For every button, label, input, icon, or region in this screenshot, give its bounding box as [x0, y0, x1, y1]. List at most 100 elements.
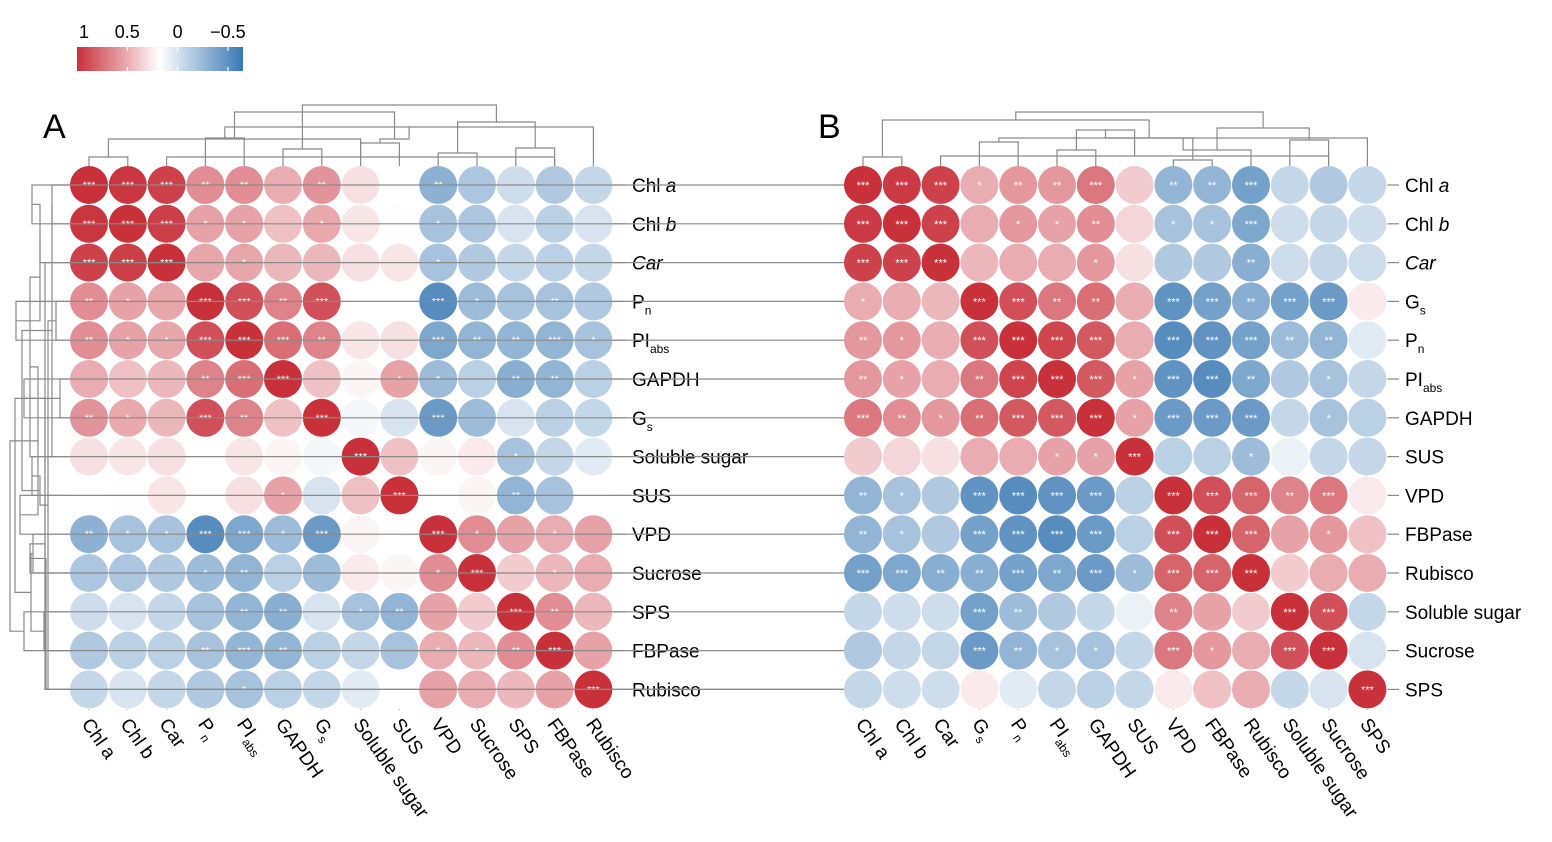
panel-b-cell-soluble-sugar-sus [1115, 592, 1154, 631]
panel-b-cell-gs-pn [999, 282, 1038, 321]
panel-b-cell-soluble-sugar-pn [999, 592, 1038, 631]
panel-a-row-label-vpd: VPD [632, 525, 671, 546]
panel-b-cell-rubisco-vpd [1154, 554, 1193, 592]
panel-b-significance-label: *** [1089, 490, 1103, 502]
panel-a-significance-label: * [514, 452, 519, 464]
panel-b-significance-label: *** [1128, 452, 1142, 464]
panel-a-col-label-chl-a: Chl a [77, 715, 120, 764]
panel-b-cell-pn-sus [1115, 321, 1154, 360]
panel-b-col-label-chl-a: Chl a [851, 715, 894, 764]
panel-b-significance-label: ** [1247, 374, 1256, 386]
panel-b-significance-label: *** [895, 258, 909, 270]
panel-b-cell-vpd-pn [999, 476, 1038, 515]
panel-b-significance-label: *** [973, 529, 987, 541]
panel-a-significance-label: ** [279, 646, 288, 658]
panel-b-cell-vpd-sus [1115, 476, 1154, 515]
panel-b-cell-gapdh-fbpase [1193, 398, 1232, 437]
panel-b-cell-pn-gapdh [1076, 321, 1115, 360]
panel-b-cell-sps-car [921, 670, 960, 709]
panel-a-significance-label: * [436, 568, 441, 580]
panel-a-significance-label: ** [512, 374, 521, 386]
panel-b-cell-soluble-sugar-sucrose [1309, 592, 1348, 631]
panel-b-significance-label: *** [895, 219, 909, 231]
panel-b-significance-label: *** [1206, 296, 1220, 308]
panel-b-significance-label: *** [1283, 607, 1297, 619]
panel-b-cell-sps-sps [1348, 670, 1387, 709]
panel-b-cell-gapdh-sucrose [1309, 398, 1348, 437]
panel-b-cell-chl-b-soluble-sugar [1270, 204, 1309, 243]
panel-b-significance-label: ** [975, 374, 984, 386]
panel-b-cell-gapdh-soluble-sugar [1270, 398, 1309, 437]
panel-b-significance-label: *** [1245, 529, 1259, 541]
panel-a-dendrogram-branch [55, 300, 72, 341]
panel-b-cell-gs-car [921, 282, 960, 321]
panel-b-significance-label: * [900, 374, 905, 386]
panel-b-cell-piabs-gs [960, 360, 999, 398]
panel-b-cell-car-piabs [1038, 243, 1076, 282]
panel-b-cell-chl-a-car [921, 166, 960, 204]
panel-b-row-label-chl-b: Chl b [1405, 215, 1449, 236]
panel-a-significance-label: *** [277, 335, 291, 347]
panel-b-significance-label: ** [1247, 258, 1256, 270]
panel-b-cell-piabs-fbpase [1193, 360, 1232, 398]
panel-b-cell-vpd-gapdh [1076, 476, 1115, 515]
panel-a-significance-label: *** [238, 296, 252, 308]
panel-b-cell-sucrose-fbpase [1193, 631, 1232, 670]
panel-b-cell-soluble-sugar-gapdh [1076, 592, 1115, 631]
panel-b-cell-vpd-car [921, 476, 960, 515]
panel-a-significance-label: * [591, 335, 596, 347]
panel-b-significance-label: ** [1014, 607, 1023, 619]
panel-a-significance-label: *** [354, 452, 368, 464]
panel-b-significance-label: * [1210, 646, 1215, 658]
panel-b-significance-label: *** [1283, 296, 1297, 308]
panel-b-significance-label: *** [1089, 180, 1103, 192]
panel-b-significance-label: ** [859, 374, 868, 386]
panel-a-dendrogram-branch [233, 111, 396, 139]
panel-b-cell-rubisco-rubisco [1232, 554, 1270, 592]
panel-b-significance-label: *** [1245, 219, 1259, 231]
panel-b-significance-label: *** [1012, 374, 1026, 386]
panel-b-significance-label: *** [934, 219, 948, 231]
panel-b-cell-piabs-vpd [1154, 360, 1193, 398]
panel-b-cell-car-car [921, 243, 960, 282]
panel-b-cell-sucrose-gs [960, 631, 999, 670]
panel-b-significance-label: ** [1092, 296, 1101, 308]
panel-a-cells: *** *** *** ** ** ** ***** *** *** * * * **** *** *** *… [70, 166, 613, 709]
panel-b-cell-pn-car [921, 321, 960, 360]
panel-b-significance-label: ** [1053, 296, 1062, 308]
panel-b-cell-sucrose-chl-a [844, 631, 882, 670]
panel-b-cell-gapdh-chl-a [844, 398, 882, 437]
panel-b-cell-piabs-sucrose [1309, 360, 1348, 398]
panel-b-significance-label: *** [1012, 335, 1026, 347]
panel-b-significance-label: *** [973, 646, 987, 658]
panel-a-letter: A [43, 108, 66, 146]
panel-a-col-label-vpd: VPD [426, 715, 466, 759]
panel-b-cell-chl-b-sps [1348, 204, 1387, 243]
panel-b-cells: *** *** *** * ** ** *** ** ** ****** *** *** * * ** * * *… [844, 166, 1387, 709]
panel-a-significance-label: *** [199, 413, 213, 425]
panel-b-cell-fbpase-sucrose [1309, 515, 1348, 554]
panel-a-significance-label: ** [512, 335, 521, 347]
panel-b-cell-sps-piabs [1038, 670, 1076, 709]
panel-b-row-label-chl-a: Chl a [1405, 176, 1449, 197]
panel-b-cell-soluble-sugar-soluble-sugar [1270, 592, 1309, 631]
panel-a-significance-label: ** [318, 180, 327, 192]
panel-b-cell-rubisco-car [921, 554, 960, 592]
panel-b-significance-label: *** [895, 180, 909, 192]
panel-b-cell-car-soluble-sugar [1270, 243, 1309, 282]
panel-a-significance-label: ** [201, 374, 210, 386]
panel-b-cell-pn-sps [1348, 321, 1387, 360]
legend-tick-label: 0.5 [115, 22, 140, 42]
panel-b-cell-vpd-soluble-sugar [1270, 476, 1309, 515]
panel-b-cell-chl-b-gapdh [1076, 204, 1115, 243]
panel-b-row-label-pn: Pn [1405, 331, 1424, 356]
panel-b-cell-chl-a-sucrose [1309, 166, 1348, 204]
panel-b-significance-label: * [1326, 413, 1331, 425]
panel-b-cell-gapdh-rubisco [1232, 398, 1270, 437]
panel-b-cell-sus-piabs [1038, 437, 1076, 476]
panel-b-cell-sps-gapdh [1076, 670, 1115, 709]
panel-a-row-label-fbpase: FBPase [632, 642, 700, 663]
panel-b-significance-label: *** [1167, 374, 1181, 386]
panel-b-cell-chl-a-piabs [1038, 166, 1076, 204]
